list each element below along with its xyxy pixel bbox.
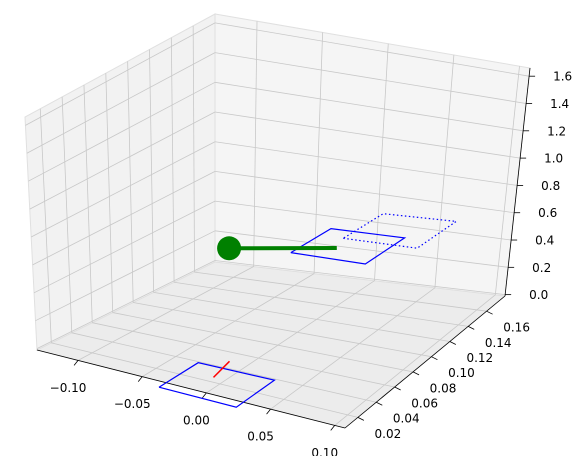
grid-line xyxy=(374,43,389,281)
line xyxy=(212,360,231,378)
y-tick xyxy=(357,417,365,421)
y-tick xyxy=(412,371,420,376)
z-tick-label: 1.0 xyxy=(544,152,563,166)
y-tick xyxy=(486,310,493,315)
grid-line xyxy=(26,52,216,154)
grid-line xyxy=(36,260,216,349)
z-tick-label: 0.2 xyxy=(532,261,551,275)
z-axis xyxy=(504,67,531,297)
grid-line xyxy=(214,111,521,159)
grid-line xyxy=(192,25,195,273)
grid-line xyxy=(77,266,254,361)
grid-line xyxy=(170,37,175,283)
z-tick-label: 1.4 xyxy=(550,97,569,111)
x-tick xyxy=(330,425,336,431)
y-tick-label: 0.06 xyxy=(411,397,438,411)
grid-line xyxy=(105,73,114,313)
x-tick xyxy=(73,360,79,366)
grid-line xyxy=(214,171,515,214)
grid-line xyxy=(494,66,520,295)
grid-line xyxy=(51,342,358,418)
y-tick-label: 0.10 xyxy=(448,366,475,380)
grid-line xyxy=(35,230,216,322)
grid-line xyxy=(153,291,450,342)
grid-line xyxy=(334,294,496,426)
marker xyxy=(217,236,242,261)
grid-line xyxy=(112,312,414,373)
grid-line xyxy=(206,280,375,394)
y-tick-label: 0.16 xyxy=(503,321,530,335)
z-tick-label: 0.0 xyxy=(529,288,548,302)
x-tick xyxy=(137,376,143,382)
grid-line xyxy=(214,141,518,186)
y-tick xyxy=(431,356,438,361)
line xyxy=(158,362,276,408)
x-tick-label: 0.10 xyxy=(311,446,338,456)
grid-line xyxy=(29,111,216,210)
x-axis xyxy=(36,349,346,429)
z-tick-label: 0.8 xyxy=(541,179,560,193)
y-tick-label: 0.12 xyxy=(466,351,493,365)
grid-line xyxy=(313,32,324,274)
y-tick xyxy=(394,386,401,391)
x-tick-label: 0.05 xyxy=(247,430,274,444)
grid-line xyxy=(28,81,216,182)
grid-line xyxy=(30,141,216,238)
y-tick xyxy=(468,325,475,330)
grid-line xyxy=(149,49,155,293)
grid-line xyxy=(174,281,469,327)
y-tick-label: 0.04 xyxy=(393,412,420,426)
x-tick-label: −0.05 xyxy=(114,397,151,411)
grid-line xyxy=(214,22,530,77)
grid-line xyxy=(270,287,436,410)
grid-line xyxy=(133,302,432,358)
y-tick xyxy=(449,341,457,345)
y-tick xyxy=(376,401,383,406)
x-tick-label: −0.10 xyxy=(50,381,87,395)
z-tick-label: 0.6 xyxy=(538,206,557,220)
grid-line xyxy=(214,260,506,296)
grid-line xyxy=(32,171,216,266)
grid-line xyxy=(214,81,524,132)
z-tick-label: 0.4 xyxy=(535,234,554,248)
grid-line xyxy=(434,54,455,288)
grid-line xyxy=(214,200,512,241)
z-tick-label: 1.2 xyxy=(547,124,566,138)
grid-line xyxy=(142,273,315,377)
x-tick-label: 0.00 xyxy=(183,413,210,427)
grid-line xyxy=(214,52,527,104)
grid-line xyxy=(194,271,487,312)
grid-line xyxy=(39,108,52,343)
line xyxy=(290,227,407,265)
y-axis xyxy=(344,295,506,429)
pane-back xyxy=(214,13,531,297)
grid-line xyxy=(25,22,216,126)
grid-line xyxy=(214,230,509,268)
y-tick-label: 0.14 xyxy=(485,336,512,350)
grid-line xyxy=(127,61,134,303)
grid-line xyxy=(92,322,395,388)
y-tick-label: 0.02 xyxy=(375,427,402,441)
grid-line xyxy=(61,96,73,333)
grid-line xyxy=(83,85,93,323)
grid-line xyxy=(253,21,258,267)
z-tick-label: 1.6 xyxy=(553,70,572,84)
x-tick xyxy=(202,392,207,399)
y-tick-label: 0.08 xyxy=(430,381,457,395)
x-tick xyxy=(266,408,271,415)
grid-line xyxy=(33,200,216,294)
